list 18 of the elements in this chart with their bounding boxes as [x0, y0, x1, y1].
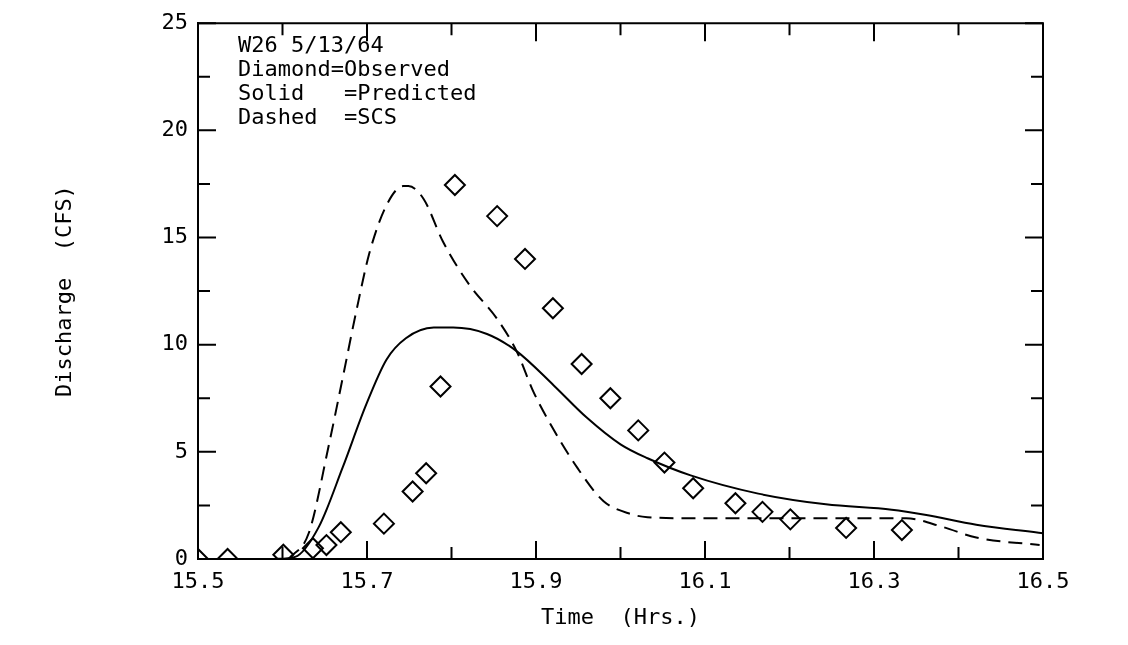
x-tick-label: 16.1 [678, 567, 732, 593]
y-tick-label: 15 [161, 223, 188, 249]
x-tick-label: 15.7 [340, 567, 394, 593]
y-tick-label: 25 [161, 8, 188, 34]
annotation: Dashed =SCS [238, 103, 397, 129]
y-tick-label: 20 [161, 116, 188, 142]
x-tick-label: 16.5 [1016, 567, 1070, 593]
x-tick-label: 15.9 [509, 567, 563, 593]
y-tick-label: 5 [174, 437, 188, 463]
x-tick-label: 16.3 [847, 567, 901, 593]
y-tick-label: 10 [161, 330, 188, 356]
x-axis-title: Time (Hrs.) [541, 603, 700, 629]
annotation: Solid =Predicted [238, 79, 477, 105]
annotation: W26 5/13/64 [238, 31, 384, 57]
y-tick-label: 0 [174, 544, 188, 570]
annotation: Diamond=Observed [238, 55, 450, 81]
x-tick-label: 15.5 [171, 567, 225, 593]
y-axis-title: Discharge (CFS) [50, 185, 76, 398]
